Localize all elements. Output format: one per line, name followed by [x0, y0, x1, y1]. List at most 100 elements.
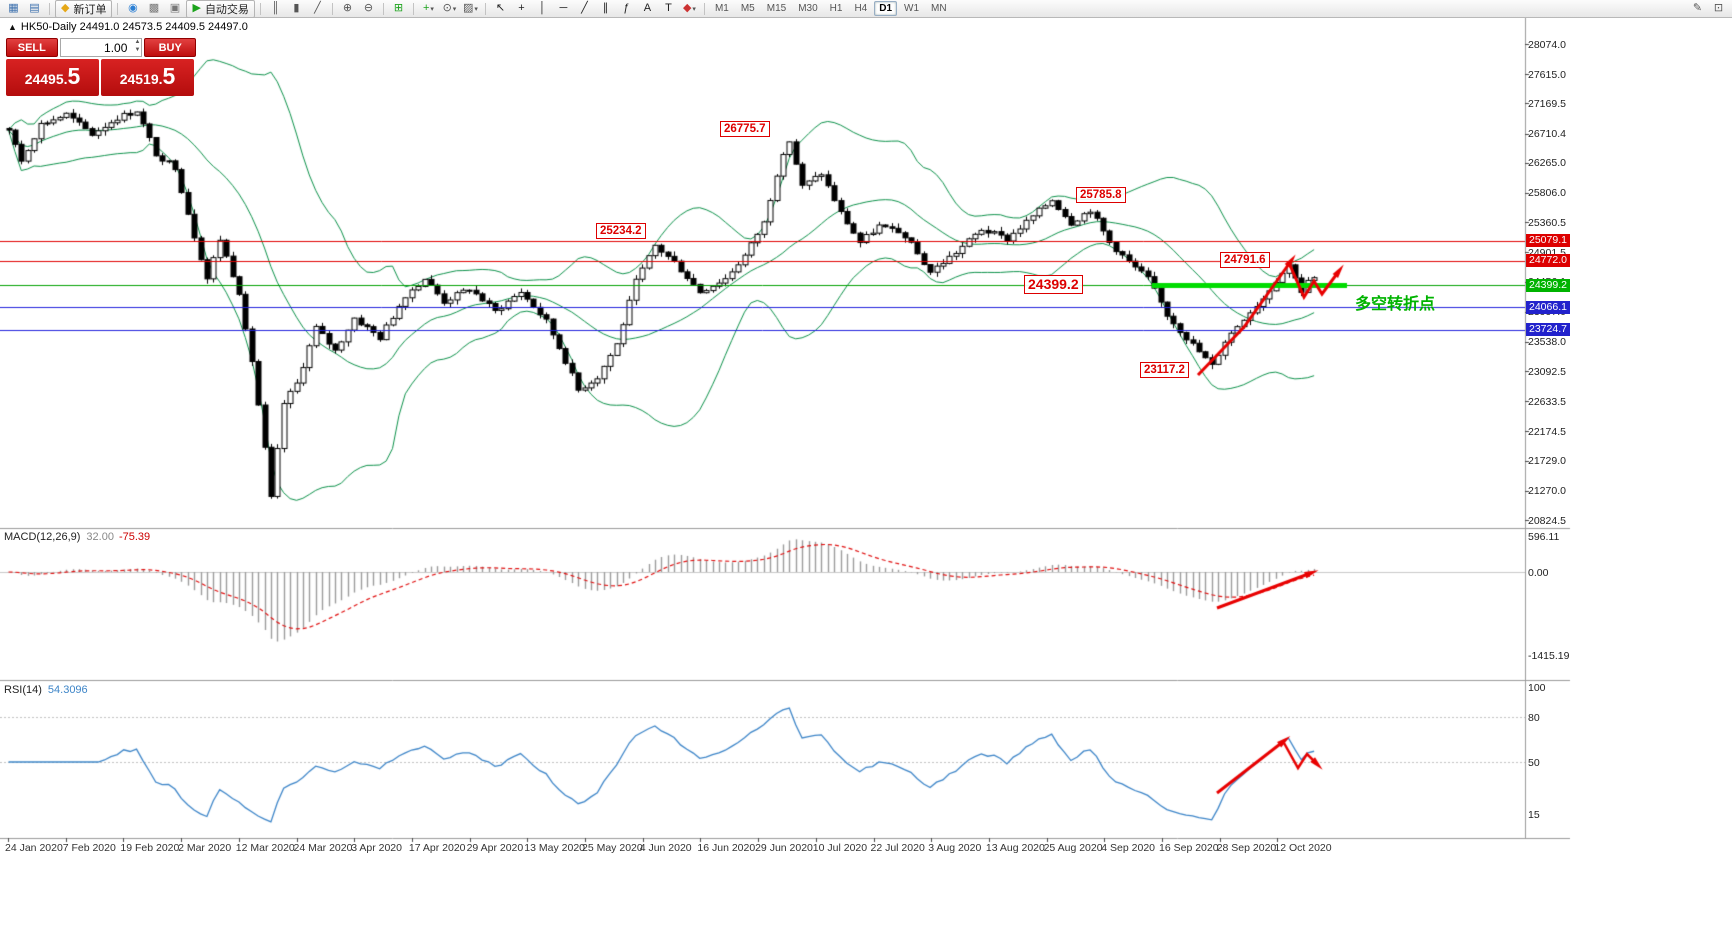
trendline-button[interactable]: ╱ [575, 1, 594, 17]
date-axis-label: 22 Jul 2020 [870, 842, 925, 854]
channel-button[interactable]: ∥ [596, 1, 615, 17]
date-axis-label: 4 Jun 2020 [639, 842, 692, 854]
periods-button[interactable]: ⊙ ▾ [440, 1, 459, 17]
indicators-button[interactable]: + ▾ [419, 1, 438, 17]
price-annotation-label[interactable]: 26775.7 [720, 121, 770, 137]
market-watch-button[interactable]: ◉ [123, 1, 142, 17]
terminal-button[interactable]: ▣ [165, 1, 184, 17]
zoom-out-button[interactable]: ⊖ [359, 1, 378, 17]
trendline-icon: ╱ [581, 2, 588, 14]
date-axis-label: 25 May 2020 [582, 842, 643, 854]
buy-price-display[interactable]: 24519. 5 [101, 59, 194, 96]
terminal-icon: ▣ [169, 2, 181, 14]
toolbar-separator [331, 2, 333, 15]
date-axis-label: 29 Jun 2020 [755, 842, 813, 854]
channel-icon: ∥ [602, 2, 609, 14]
date-axis-label: 4 Sep 2020 [1101, 842, 1156, 854]
sell-button[interactable]: SELL [6, 38, 58, 57]
lot-down-icon[interactable]: ▼ [134, 47, 141, 53]
zoom-in-button[interactable]: ⊕ [338, 1, 357, 17]
bar-chart-button[interactable]: ║ [266, 1, 285, 17]
date-axis-label: 12 Mar 2020 [235, 842, 295, 854]
timeframe-w1-button[interactable]: W1 [904, 3, 920, 14]
tile-windows-button[interactable]: ⊞ [389, 1, 408, 17]
chart-profiles-button[interactable]: ▤ [25, 1, 44, 17]
date-axis-label: 19 Feb 2020 [120, 842, 180, 854]
lot-size-input[interactable]: 1.00 ▲ ▼ [59, 38, 143, 57]
macd-signal-value: -75.39 [118, 531, 151, 543]
bar-chart-icon: ║ [271, 2, 280, 14]
autotrading-label: 自动交易 [204, 3, 249, 16]
candlestick-chart-button[interactable]: ▮ [287, 1, 306, 17]
price-scale-label: 22633.5 [1528, 395, 1566, 408]
sell-price-display[interactable]: 24495. 5 [6, 59, 99, 96]
price-scale-label: 26265.0 [1528, 157, 1566, 170]
date-axis-label: 24 Jan 2020 [5, 842, 63, 854]
toolbar-separator [259, 2, 261, 15]
timeframe-d1-button[interactable]: D1 [874, 1, 898, 16]
zoom-out-icon: ⊖ [363, 2, 374, 14]
date-axis-label: 28 Sep 2020 [1216, 842, 1277, 854]
new-chart-button[interactable]: ▦ [4, 1, 23, 17]
horizontal-line-icon: ─ [559, 2, 568, 14]
price-annotation-label[interactable]: 24399.2 [1024, 275, 1083, 294]
price-chart-canvas[interactable] [0, 18, 1732, 946]
text-button[interactable]: A [638, 1, 657, 17]
timeframe-m5-button[interactable]: M5 [740, 3, 755, 14]
search-button[interactable]: ⊡ [1709, 1, 1728, 17]
price-annotation-label[interactable]: 25785.8 [1076, 187, 1126, 203]
periods-icon: ⊙ [442, 2, 452, 14]
lot-up-icon[interactable]: ▲ [134, 39, 141, 45]
price-scale-label: 21270.0 [1528, 485, 1566, 498]
lot-spinner[interactable]: ▲ ▼ [134, 39, 140, 55]
macd-scale-label: 596.11 [1528, 531, 1560, 544]
timeframe-h1-button[interactable]: H1 [829, 3, 843, 14]
text-label-button[interactable]: T [659, 1, 678, 17]
autotrading-button[interactable]: ▶ 自动交易 [186, 0, 255, 18]
new-order-icon: ◆ [61, 2, 70, 14]
dropdown-caret-icon: ▾ [430, 5, 434, 13]
price-scale-label: 21729.0 [1528, 455, 1566, 468]
one-click-toggle-icon[interactable]: ▲ [8, 22, 17, 32]
crosshair-button[interactable]: + [512, 1, 531, 17]
dropdown-caret-icon: ▾ [692, 5, 696, 13]
zoom-in-icon: ⊕ [342, 2, 353, 14]
new-order-button[interactable]: ◆ 新订单 [55, 0, 113, 18]
date-axis-label: 12 Oct 2020 [1274, 842, 1332, 854]
note-text[interactable]: 多空转折点 [1355, 296, 1436, 313]
timeframe-m15-button[interactable]: M15 [766, 3, 787, 14]
timeframe-mn-button[interactable]: MN [931, 3, 947, 14]
line-chart-button[interactable]: ╱ [308, 1, 327, 17]
date-axis-label: 3 Apr 2020 [351, 842, 402, 854]
price-scale-label: 25360.5 [1528, 216, 1566, 229]
fibonacci-button[interactable]: ƒ [617, 1, 636, 17]
price-annotation-label[interactable]: 25234.2 [596, 223, 646, 239]
price-scale-label: 25806.0 [1528, 187, 1566, 200]
toolbar-separator [382, 2, 384, 15]
timeframe-m30-button[interactable]: M30 [798, 3, 818, 14]
cursor-button[interactable]: ↖ [491, 1, 510, 17]
navigator-button[interactable]: ▩ [144, 1, 163, 17]
rsi-value: 54.3096 [47, 684, 88, 696]
shapes-button[interactable]: ◆ ▾ [680, 1, 699, 17]
ohlc-info-line: ▲ HK50-Daily 24491.0 24573.5 24409.5 2449… [8, 21, 248, 33]
cursor-icon: ↖ [495, 2, 506, 14]
timeframe-m1-button[interactable]: M1 [714, 3, 729, 14]
horizontal-line-button[interactable]: ─ [554, 1, 573, 17]
indicators-icon: + [422, 2, 430, 14]
dropdown-caret-icon: ▾ [474, 5, 478, 13]
draw-button[interactable]: ✎ [1688, 1, 1707, 17]
toolbar-separator [117, 2, 119, 15]
timeframe-h4-button[interactable]: H4 [854, 3, 868, 14]
price-annotation-label[interactable]: 23117.2 [1140, 362, 1189, 378]
price-annotation-label[interactable]: 24791.6 [1220, 252, 1270, 268]
templates-button[interactable]: ▨ ▾ [461, 1, 480, 17]
vertical-line-button[interactable]: │ [533, 1, 552, 17]
buy-button[interactable]: BUY [144, 38, 196, 57]
macd-scale-label: 0.00 [1528, 566, 1549, 579]
chart-window: ▲ HK50-Daily 24491.0 24573.5 24409.5 2449… [0, 18, 1732, 946]
price-scale-label: 23092.5 [1528, 365, 1566, 378]
date-axis-label: 29 Apr 2020 [466, 842, 524, 854]
one-click-trading-panel: SELL 1.00 ▲ ▼ BUY 24495. 5 24519. 5 [6, 38, 196, 98]
